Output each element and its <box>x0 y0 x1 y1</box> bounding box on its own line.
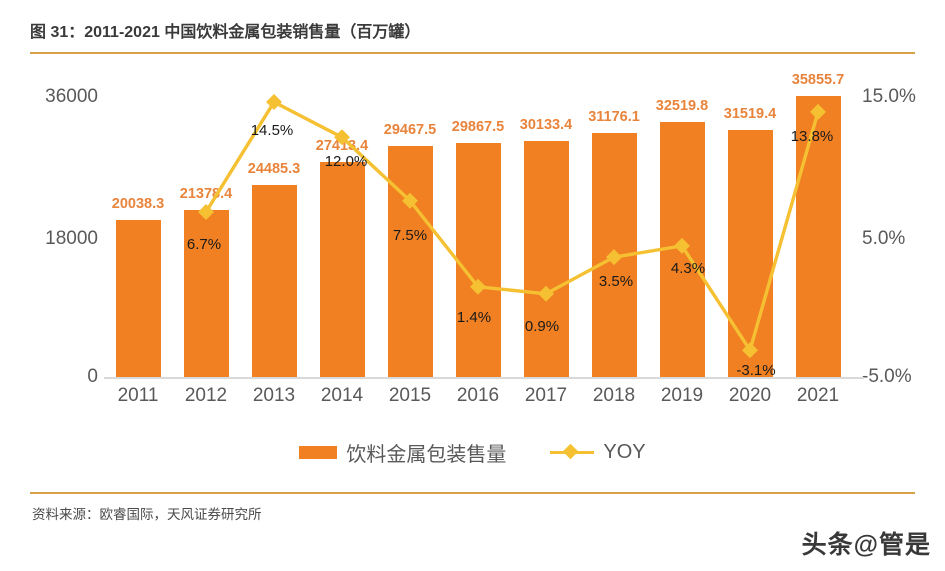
legend-item-bar[interactable]: 饮料金属包装售量 <box>299 438 506 467</box>
x-axis-tick-2014: 2014 <box>320 385 364 406</box>
yoy-value-label-2021: 13.8% <box>790 127 834 145</box>
yoy-label-layer: 6.7% 14.5% 12.0% 7.5% 1.4% 0.9% 3.5% 4.3% -3.1% 1… <box>0 60 945 390</box>
yoy-value-label-2018: 3.5% <box>598 273 634 291</box>
left-axis-tick-36000: 36000 <box>45 86 98 107</box>
yoy-value-label-2012: 6.7% <box>186 236 222 254</box>
chart-legend: 饮料金属包装售量 YOY <box>0 432 945 472</box>
legend-label-yoy: YOY <box>603 440 646 463</box>
page-title: 图 31：2011-2021 中国饮料金属包装销售量（百万罐） <box>30 24 421 41</box>
yoy-value-label-2015: 7.5% <box>392 226 428 244</box>
left-axis: 36000 18000 0 <box>8 60 98 390</box>
yoy-value-label-2016: 1.4% <box>456 308 492 326</box>
x-axis: 2011 2012 2013 2014 2015 2016 2017 2018 2019 2020… <box>104 385 852 415</box>
yoy-value-label-2017: 0.9% <box>524 317 560 335</box>
right-axis-tick-5pct: 5.0% <box>862 228 906 249</box>
x-axis-tick-2019: 2019 <box>660 385 704 406</box>
right-axis-tick-15pct: 15.0% <box>862 86 916 107</box>
x-axis-tick-2021: 2021 <box>796 385 840 406</box>
bar-value-label-2021: 35855.7 <box>791 72 845 89</box>
watermark: 头条@管是 <box>801 531 931 559</box>
right-axis: 15.0% 5.0% -5.0% <box>862 60 945 390</box>
x-axis-tick-2020: 2020 <box>728 385 772 406</box>
plot-area: 36000 18000 0 15.0% 5.0% -5.0% 20038.3 21… <box>0 60 945 390</box>
yoy-value-label-2013: 14.5% <box>250 122 294 140</box>
x-axis-tick-2011: 2011 <box>117 385 159 406</box>
title-divider <box>30 52 915 54</box>
axis-baseline <box>104 377 864 379</box>
yoy-value-label-2019: 4.3% <box>670 259 706 277</box>
yoy-value-label-2014: 12.0% <box>324 153 368 171</box>
x-axis-tick-2012: 2012 <box>184 385 228 406</box>
bar-2011[interactable] <box>115 220 161 377</box>
left-axis-tick-18000: 18000 <box>45 228 98 249</box>
x-axis-tick-2016: 2016 <box>456 385 500 406</box>
legend-label-bar: 饮料金属包装售量 <box>346 443 507 466</box>
x-axis-tick-2018: 2018 <box>592 385 636 406</box>
x-axis-tick-2015: 2015 <box>388 385 432 406</box>
bar-value-label-2011: 20038.3 <box>111 196 165 213</box>
right-axis-tick-neg5pct: -5.0% <box>862 366 912 387</box>
legend-item-yoy[interactable]: YOY <box>550 440 646 464</box>
legend-bar-swatch-icon <box>299 445 338 459</box>
left-axis-tick-0: 0 <box>87 366 98 387</box>
legend-line-swatch-icon <box>550 443 595 460</box>
x-axis-tick-2013: 2013 <box>252 385 296 406</box>
x-axis-tick-2017: 2017 <box>524 385 568 406</box>
source-note: 资料来源：欧睿国际，天风证券研究所 <box>32 507 262 522</box>
yoy-value-label-2020: -3.1% <box>736 362 776 380</box>
figure-title-bar: 图 31：2011-2021 中国饮料金属包装销售量（百万罐） <box>30 22 915 52</box>
footer-divider <box>30 492 915 494</box>
